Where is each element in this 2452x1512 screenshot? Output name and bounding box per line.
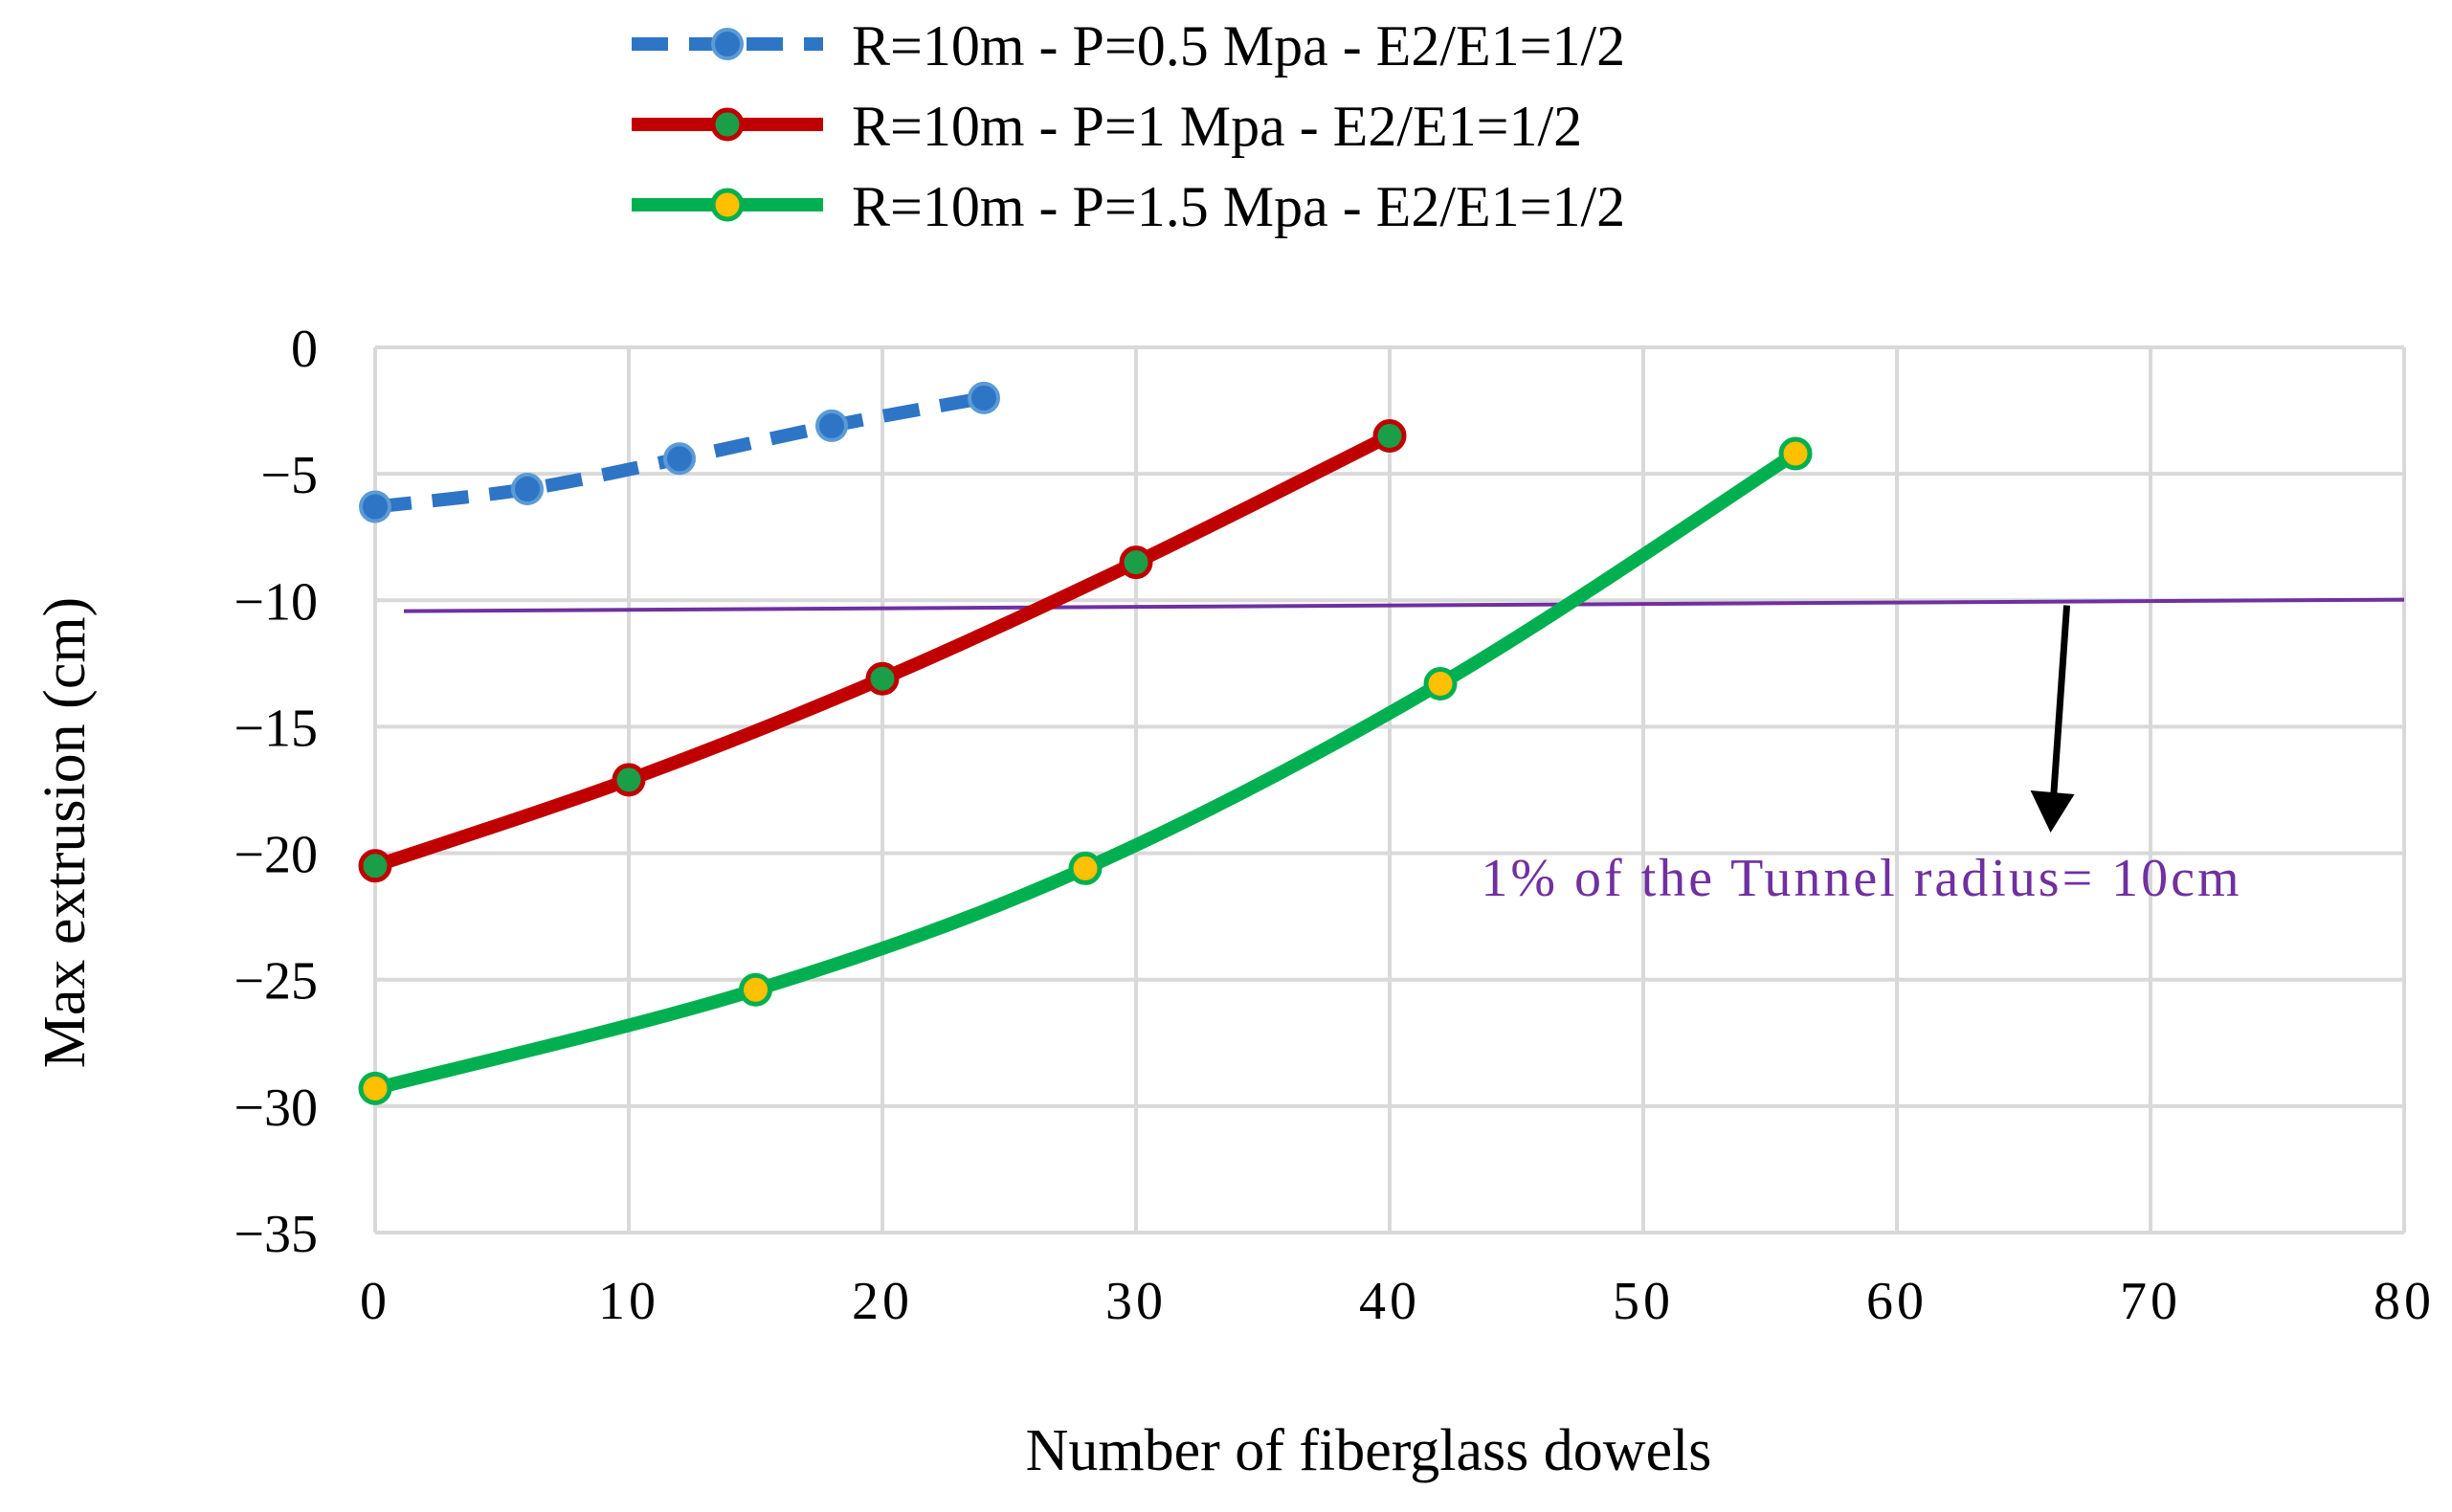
threshold-arrow-shaft: [2050, 605, 2071, 799]
data-point-series-2: [612, 763, 646, 797]
legend-marker-1: [711, 28, 744, 60]
threshold-group: 1% of the Tunnel radius= 10cm: [403, 597, 2405, 908]
data-point-series-1: [359, 490, 391, 523]
legend-marker-3: [710, 188, 745, 222]
data-point-series-1: [815, 409, 848, 442]
data-point-series-2: [1372, 419, 1407, 453]
data-point-series-3: [1423, 667, 1458, 700]
data-point-series-1: [968, 381, 1000, 414]
data-point-series-3: [1068, 851, 1103, 885]
data-point-series-2: [358, 849, 392, 883]
data-point-series-3: [1778, 436, 1813, 471]
x-axis-label: Number of fiberglass dowels: [1026, 1418, 1712, 1483]
x-tick-label: 0: [360, 1272, 390, 1331]
data-point-series-3: [358, 1071, 392, 1105]
y-tick-label: −25: [234, 952, 318, 1012]
threshold-label: 1% of the Tunnel radius= 10cm: [1481, 849, 2241, 908]
y-tick-label: −15: [234, 699, 318, 758]
data-point-series-2: [865, 661, 900, 696]
legend-marker-2: [710, 107, 745, 142]
x-tick-label: 70: [2120, 1272, 2181, 1331]
series-line-3: [373, 448, 1799, 1096]
x-tick-label: 50: [1613, 1272, 1674, 1331]
grid: [373, 345, 2406, 1234]
threshold-line: [403, 597, 2405, 613]
x-tick-label: 30: [1105, 1272, 1167, 1331]
y-tick-label: −35: [234, 1205, 318, 1264]
data-point-series-2: [1119, 545, 1153, 580]
legend-label-2: R=10m - P=1 Mpa - E2/E1=1/2: [852, 95, 1582, 158]
y-axis-label: Max extrusion (cm): [33, 597, 98, 1068]
y-tick-label: −5: [260, 446, 318, 505]
x-tick-label: 60: [1866, 1272, 1928, 1331]
y-tick-label: 0: [291, 320, 318, 379]
series-group: [358, 381, 1813, 1105]
x-tick-label: 80: [2374, 1272, 2435, 1331]
y-tick-label: −30: [234, 1078, 318, 1138]
data-point-series-1: [663, 442, 696, 476]
data-point-series-3: [739, 972, 772, 1007]
data-point-series-1: [511, 473, 544, 505]
legend: R=10m - P=0.5 Mpa - E2/E1=1/2 R=10m - P=1…: [632, 14, 1625, 238]
y-tick-label: −20: [234, 826, 318, 885]
legend-label-3: R=10m - P=1.5 Mpa - E2/E1=1/2: [852, 175, 1625, 238]
threshold-arrow-head: [2030, 790, 2075, 833]
y-tick-label: −10: [234, 572, 318, 632]
legend-label-1: R=10m - P=0.5 Mpa - E2/E1=1/2: [852, 14, 1625, 78]
x-tick-label: 10: [598, 1272, 659, 1331]
x-tick-label: 20: [852, 1272, 913, 1331]
tick-labels: 0 −5 −10 −15 −20 −25 −30 −35 0 10 20 30 40 50 60 70 80: [234, 320, 2435, 1331]
x-tick-label: 40: [1359, 1272, 1420, 1331]
